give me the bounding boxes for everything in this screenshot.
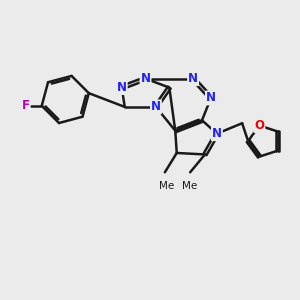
Text: N: N: [206, 92, 216, 104]
Text: N: N: [212, 127, 222, 140]
Text: Me: Me: [159, 181, 174, 191]
Text: N: N: [188, 72, 198, 85]
Text: N: N: [117, 81, 127, 94]
Text: N: N: [151, 100, 161, 113]
Text: O: O: [254, 119, 264, 132]
Text: N: N: [140, 72, 151, 85]
Text: Me: Me: [182, 181, 197, 191]
Text: F: F: [21, 99, 29, 112]
